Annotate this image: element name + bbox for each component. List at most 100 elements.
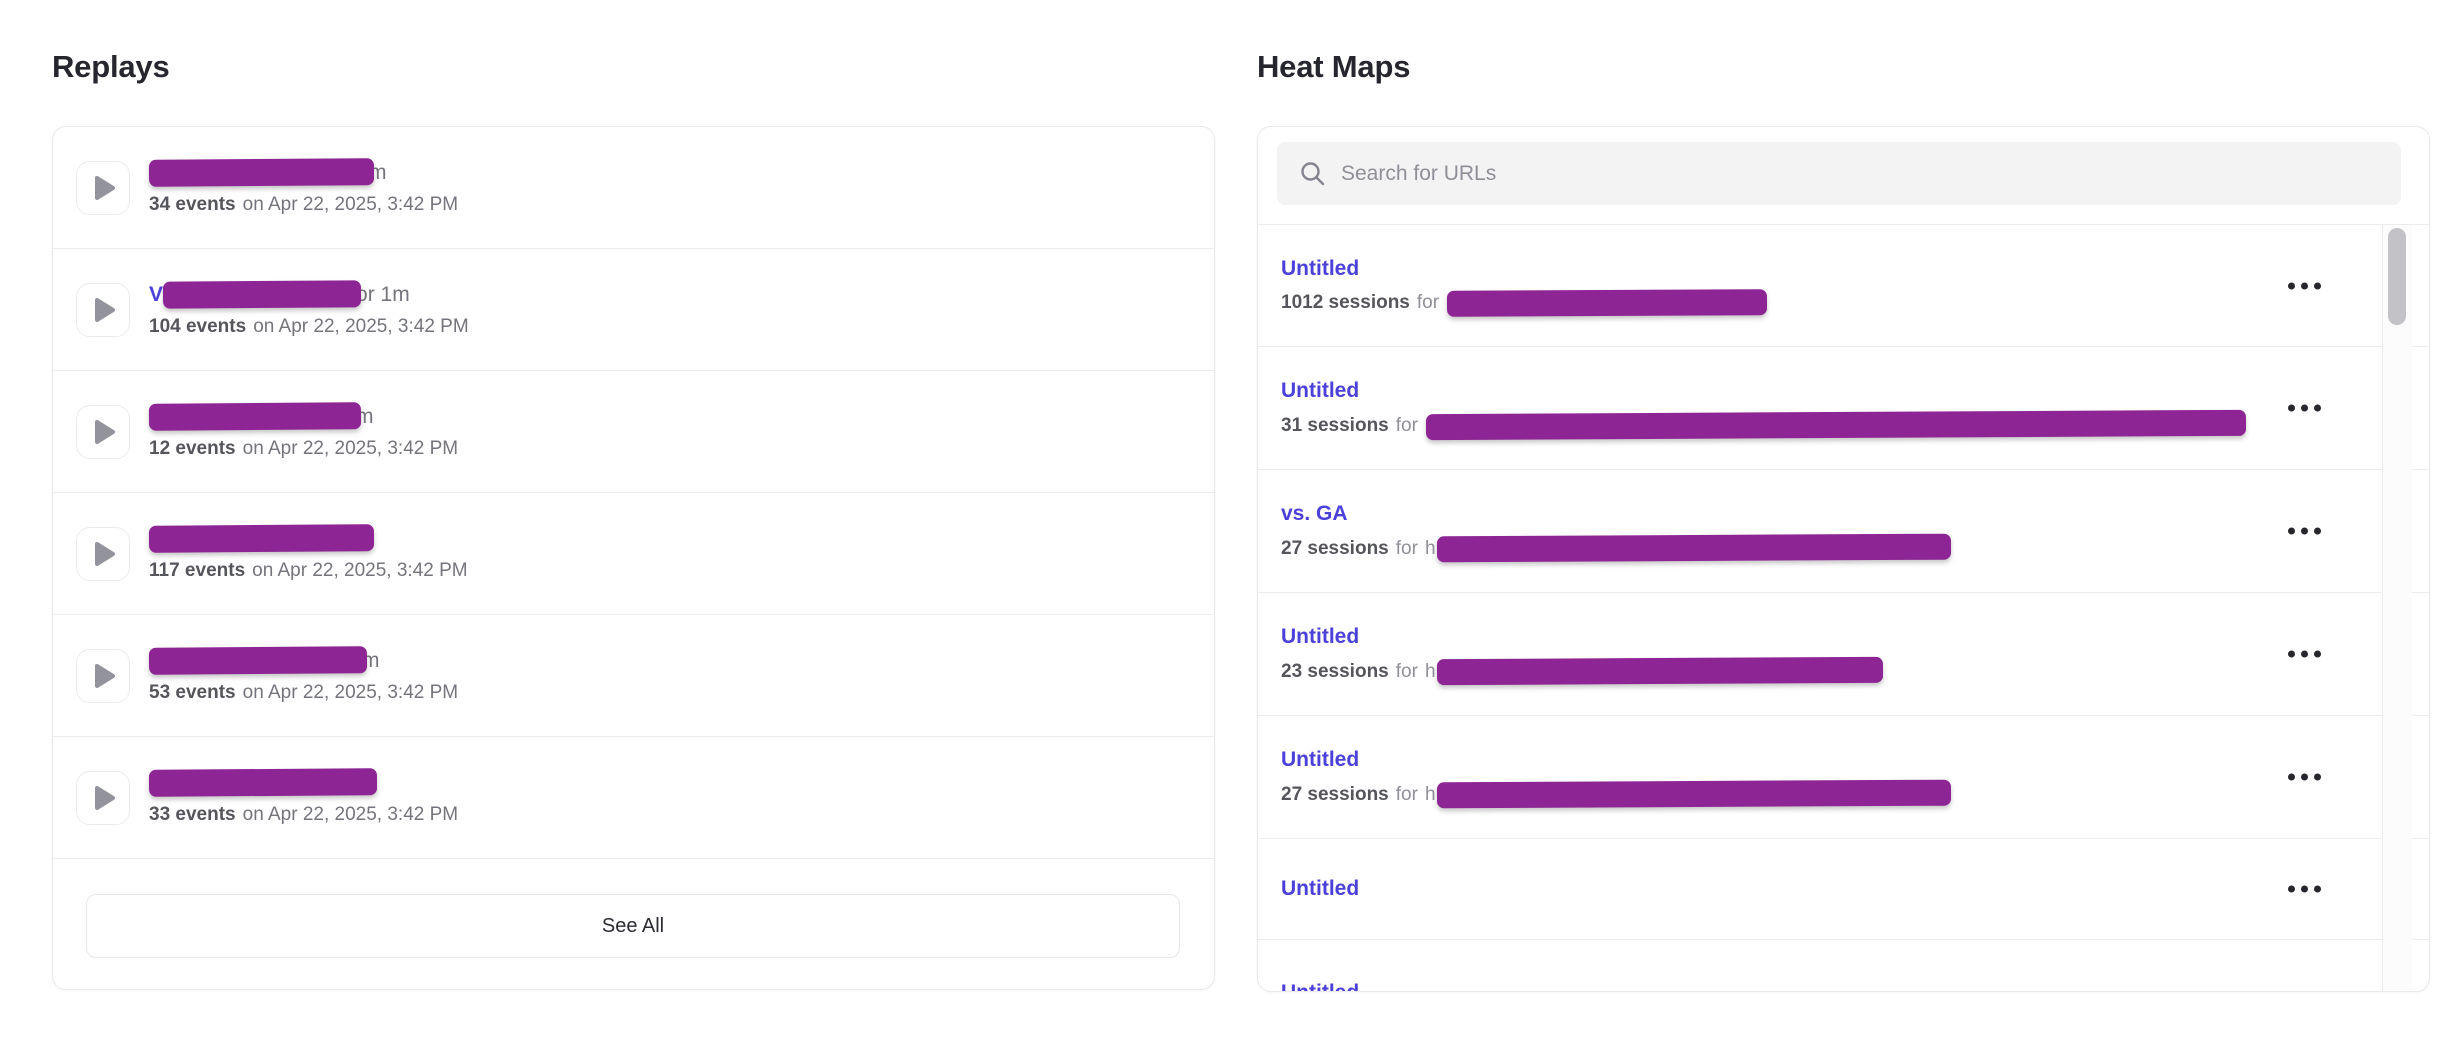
events-date: on Apr 22, 2025, 3:42 PM [242, 438, 459, 459]
sessions-count: 27 sessions [1281, 783, 1389, 805]
replay-name-link[interactable]: m [148, 646, 458, 675]
play-icon [94, 175, 115, 200]
heatmap-sessions: 23 sessions for h [1281, 656, 1883, 686]
play-icon [94, 663, 115, 688]
replay-name-tail: or 1m [356, 282, 410, 306]
play-button[interactable] [76, 160, 130, 215]
replay-name-link[interactable] [148, 524, 468, 553]
replay-events: 34 events on Apr 22, 2025, 3:42 PM [149, 193, 458, 216]
redaction-bar [148, 646, 368, 675]
replay-name-link[interactable]: m [148, 402, 458, 431]
replay-row[interactable]: m 12 events on Apr 22, 2025, 3:42 PM [53, 371, 1214, 493]
for-label: for [1395, 660, 1418, 682]
replay-events: 104 events on Apr 22, 2025, 3:42 PM [149, 315, 469, 338]
for-label: for [1416, 292, 1440, 313]
heatmap-sessions: 27 sessions for h [1281, 533, 1951, 563]
heatmap-row[interactable]: Untitled 27 sessions for h [1258, 716, 2429, 839]
for-label: for [1395, 783, 1418, 805]
events-count: 117 events [149, 560, 246, 581]
sessions-count: 1012 sessions [1281, 292, 1410, 313]
redaction-bar [1436, 779, 1951, 809]
heatmap-row[interactable]: Untitled 23 sessions for h [1258, 593, 2429, 716]
search-icon [1301, 162, 1325, 186]
heatmap-row[interactable]: Untitled 31 sessions for [1258, 347, 2429, 470]
heatmap-title-link[interactable]: Untitled [1281, 256, 1360, 280]
see-all-button[interactable]: See All [86, 894, 1180, 958]
play-button[interactable] [76, 770, 130, 825]
events-date: on Apr 22, 2025, 3:42 PM [252, 560, 468, 581]
replay-events: 33 events on Apr 22, 2025, 3:42 PM [149, 803, 458, 826]
scrollbar-thumb[interactable] [2388, 228, 2406, 325]
heatmap-row[interactable]: Untitled 1012 sessions for [1258, 225, 2429, 347]
redaction-bar [1436, 656, 1883, 686]
search-box[interactable] [1277, 142, 2401, 205]
play-icon [94, 297, 115, 322]
url-prefix: h [1424, 783, 1436, 805]
replay-row[interactable]: 117 events on Apr 22, 2025, 3:42 PM [53, 493, 1214, 615]
sessions-count: 23 sessions [1281, 660, 1389, 682]
replay-name-link[interactable]: V or 1m [149, 280, 469, 309]
events-count: 53 events [149, 682, 236, 703]
replays-section: Replays m 34 events on Apr 22, 2025, 3:42… [52, 50, 1215, 992]
divider [1258, 224, 2429, 225]
replay-row[interactable]: 33 events on Apr 22, 2025, 3:42 PM [53, 737, 1214, 859]
for-label: for [1395, 537, 1418, 559]
sessions-count: 31 sessions [1281, 414, 1389, 436]
heatmap-title-link[interactable]: Untitled [1281, 877, 1360, 900]
redaction-bar [162, 280, 362, 309]
url-prefix: h [1424, 537, 1436, 559]
redaction-bar [148, 158, 375, 187]
heatmaps-section: Heat Maps Untitled 1012 sess [1257, 50, 2430, 992]
redaction-bar [148, 402, 362, 431]
replay-row[interactable]: m 53 events on Apr 22, 2025, 3:42 PM [53, 615, 1214, 737]
replays-card: m 34 events on Apr 22, 2025, 3:42 PM V or… [52, 126, 1215, 990]
heatmap-title-link[interactable]: Untitled [1281, 748, 1360, 771]
events-date: on Apr 22, 2025, 3:42 PM [242, 194, 459, 215]
heatmap-title-link[interactable]: Untitled [1281, 379, 1360, 402]
events-count: 12 events [149, 438, 236, 459]
heatmap-sessions: 31 sessions for [1281, 409, 2246, 441]
heatmap-row-partial[interactable]: Untitled [1258, 940, 2429, 991]
heatmap-sessions: 27 sessions for h [1281, 779, 1951, 809]
play-button[interactable] [76, 526, 130, 581]
redaction-bar [1425, 409, 2246, 441]
replays-title: Replays [52, 49, 170, 84]
search-input[interactable] [1341, 161, 2401, 186]
url-prefix: h [1424, 660, 1436, 682]
replay-row[interactable]: m 34 events on Apr 22, 2025, 3:42 PM [53, 127, 1214, 249]
play-icon [94, 541, 115, 566]
replay-name-visible: V [149, 282, 164, 306]
replay-row[interactable]: V or 1m 104 events on Apr 22, 2025, 3:42 … [53, 249, 1214, 371]
play-button[interactable] [76, 282, 130, 337]
redaction-bar [1436, 533, 1951, 563]
more-options-button[interactable] [2280, 643, 2329, 666]
events-count: 34 events [149, 194, 236, 215]
heatmap-title-link[interactable]: Untitled [1281, 625, 1360, 648]
scrollbar-track[interactable] [2382, 225, 2412, 991]
redaction-bar [1446, 288, 1768, 317]
heatmap-title-link[interactable]: vs. GA [1281, 502, 1348, 525]
more-options-button[interactable] [2280, 878, 2329, 901]
heatmaps-list: Untitled 1012 sessions for Untitled [1258, 225, 2429, 991]
events-count: 104 events [149, 316, 247, 337]
heatmap-row[interactable]: Untitled [1258, 839, 2429, 940]
more-options-button[interactable] [2280, 397, 2329, 420]
replay-events: 53 events on Apr 22, 2025, 3:42 PM [149, 681, 458, 704]
events-date: on Apr 22, 2025, 3:42 PM [242, 682, 459, 703]
redaction-bar [148, 768, 378, 797]
play-button[interactable] [76, 404, 130, 459]
redaction-bar [148, 524, 375, 553]
heatmap-title-link[interactable]: Untitled [1281, 980, 1359, 991]
heatmap-row[interactable]: vs. GA 27 sessions for h [1258, 470, 2429, 593]
heatmap-sessions: 1012 sessions for [1281, 288, 1768, 317]
more-options-button[interactable] [2280, 766, 2329, 789]
events-date: on Apr 22, 2025, 3:42 PM [242, 804, 459, 825]
replay-name-link[interactable] [148, 768, 458, 797]
events-date: on Apr 22, 2025, 3:42 PM [253, 316, 469, 337]
dashboard: Replays m 34 events on Apr 22, 2025, 3:42… [52, 50, 2430, 992]
more-options-button[interactable] [2280, 274, 2329, 297]
replay-name-link[interactable]: m [148, 158, 458, 187]
more-options-button[interactable] [2280, 520, 2329, 543]
play-button[interactable] [76, 648, 130, 703]
replay-events: 12 events on Apr 22, 2025, 3:42 PM [149, 437, 458, 460]
